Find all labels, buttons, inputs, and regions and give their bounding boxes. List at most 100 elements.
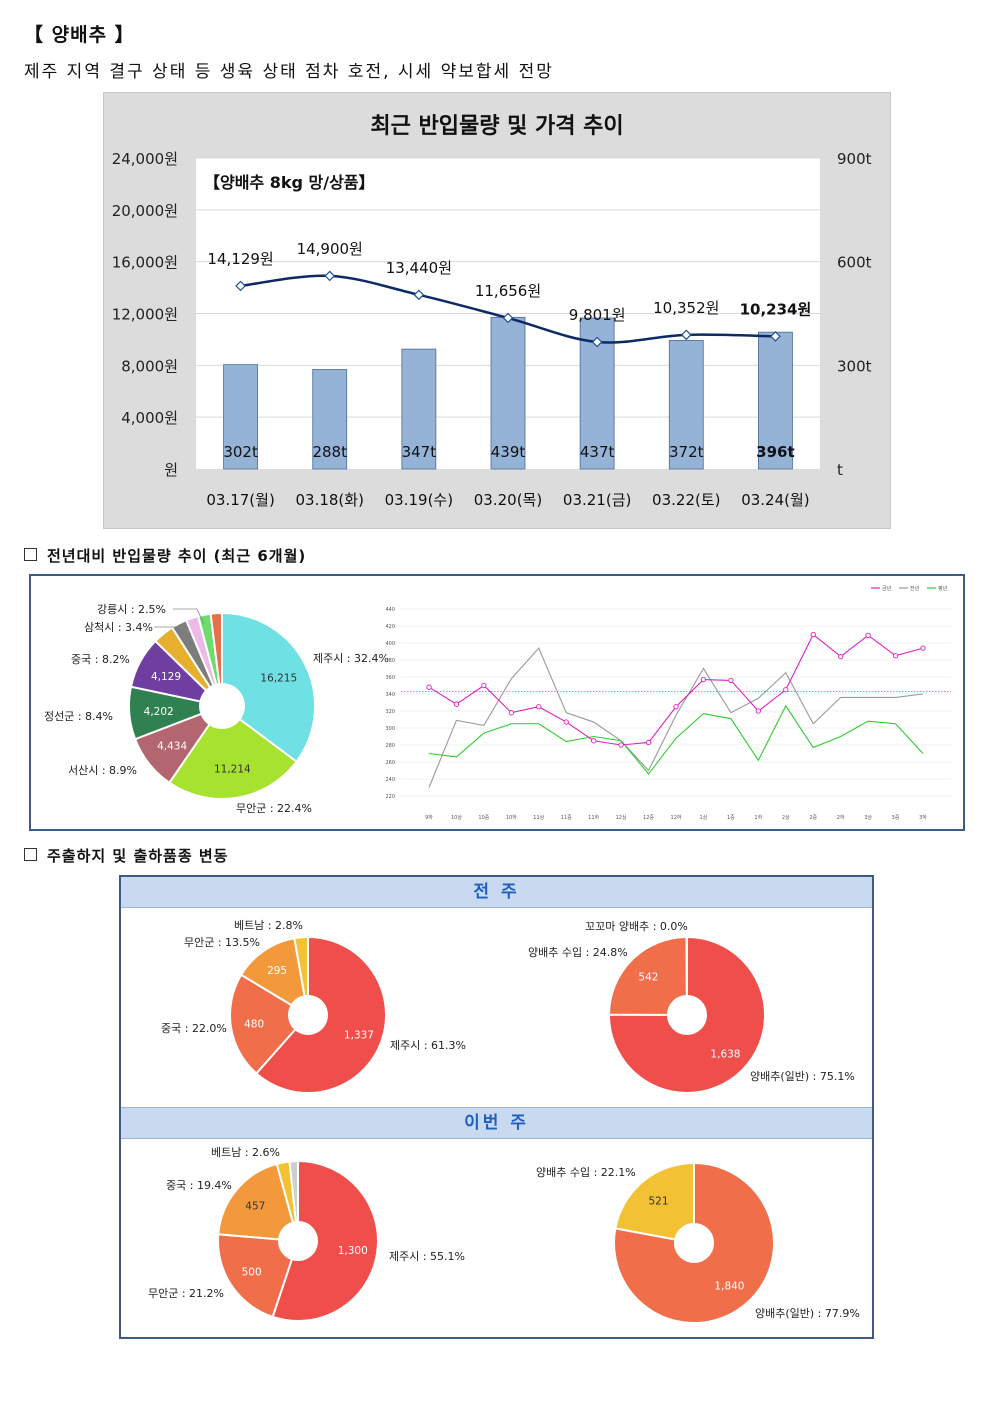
- checkbox-square-icon: [24, 848, 37, 861]
- y-tick-label: 320: [385, 709, 395, 715]
- pie-category-label: 베트남 : 2.6%: [211, 1146, 280, 1159]
- price-marker: [770, 331, 781, 342]
- yoy-panel: 16,215 11,214 4,434 4,202 4,129 제주시 : 32.4% 무안…: [29, 574, 965, 831]
- section-shipping-heading: 주출하지 및 출하품종 변동: [24, 845, 228, 866]
- pie-slice: [167, 717, 298, 800]
- x-tick-label: 3상: [864, 814, 872, 821]
- pie-category-label: 삼척시 : 3.4%: [84, 621, 153, 634]
- page-subtitle: 제주 지역 결구 상태 등 생육 상태 점차 호전, 시세 약보합세 전망: [24, 62, 554, 82]
- volume-bar: [223, 364, 258, 470]
- price-label: 10,352원: [653, 299, 719, 317]
- pie-slice: [217, 1233, 294, 1319]
- right-axis-tick: 600t: [837, 254, 872, 272]
- x-tick-label: 10상: [451, 814, 462, 821]
- pie-slice: [254, 935, 387, 1094]
- series-marker: [865, 632, 871, 638]
- price-label: 14,900원: [297, 240, 363, 258]
- volume-label: 347t: [402, 443, 437, 461]
- section-yoy-title: 전년대비 반입물량 추이 (최근 6개월): [47, 547, 307, 565]
- volume-label: 288t: [312, 443, 347, 461]
- volume-bar: [312, 369, 348, 470]
- section-yoy-heading: 전년대비 반입물량 추이 (최근 6개월): [24, 545, 306, 566]
- volume-label: 439t: [491, 443, 526, 461]
- x-tick-label: 3중: [892, 815, 900, 821]
- series-marker: [536, 704, 542, 710]
- pie-value-label: 16,215: [260, 673, 297, 685]
- y-tick-label: 240: [385, 777, 395, 783]
- series-line-금년: [428, 633, 924, 746]
- price-label: 9,801원: [569, 306, 626, 324]
- series-marker: [783, 687, 789, 693]
- x-tick-label: 10하: [506, 814, 517, 821]
- volume-label: 302t: [223, 443, 258, 461]
- pie-slice: [209, 611, 223, 686]
- main-inner-label: 【양배추 8kg 망/상품】: [204, 173, 375, 192]
- y-tick-label: 260: [385, 760, 395, 766]
- pie-value-label: 542: [638, 971, 658, 983]
- x-tick-label: 03.20(목): [474, 491, 542, 509]
- y-tick-label: 440: [385, 607, 395, 613]
- leader-line: [173, 608, 205, 625]
- main-chart-title: 최근 반입물량 및 가격 추이: [370, 114, 623, 139]
- pie-category-label: 서산시 : 8.9%: [68, 764, 137, 777]
- pie-slice: [614, 1161, 695, 1241]
- main-chart-svg: 최근 반입물량 및 가격 추이 원 4,000원 8,000원 12,000원 16,0…: [112, 114, 872, 509]
- series-marker: [481, 682, 487, 689]
- price-marker: [324, 270, 336, 282]
- series-marker: [810, 631, 816, 638]
- price-marker: [502, 312, 514, 324]
- series-marker: [563, 719, 569, 725]
- pie-category-label: 양배추 수입 : 22.1%: [536, 1166, 636, 1179]
- volume-bar: [401, 348, 437, 470]
- left-axis-tick: 24,000원: [112, 150, 178, 168]
- volume-label: 372t: [669, 443, 704, 461]
- pie-category-label: 꼬꼬마 양배추 : 0.0%: [585, 920, 688, 933]
- shipping-panel: 전 주 이번 주 1,337 480 295 제주시 : 61.3% 중국 : 22.0…: [119, 875, 874, 1339]
- series-marker: [453, 701, 460, 707]
- price-marker: [680, 329, 692, 341]
- pie-value-label: 1,300: [338, 1245, 368, 1257]
- curr-origin-donut: 1,300 500 457 제주시 : 55.1% 무안군 : 21.2% 중국 : 19…: [148, 1146, 465, 1322]
- series-marker: [673, 704, 679, 710]
- leader-line: [154, 626, 192, 635]
- pie-category-label: 제주시 : 55.1%: [389, 1250, 465, 1263]
- pie-category-label: 제주시 : 32.4%: [313, 652, 389, 665]
- volume-bar: [490, 316, 526, 470]
- x-tick-label: 03.19(수): [385, 491, 453, 509]
- origin-donut: 16,215 11,214 4,434 4,202 4,129 제주시 : 32.4% 무안…: [44, 603, 389, 815]
- volume-label: 437t: [580, 443, 615, 461]
- price-marker: [413, 289, 425, 301]
- left-axis-tick: 8,000원: [121, 357, 178, 375]
- pie-slice: [221, 611, 316, 764]
- pie-slice: [229, 973, 297, 1075]
- left-axis-tick: 원: [164, 461, 178, 479]
- price-marker: [591, 336, 603, 348]
- y-tick-label: 380: [385, 658, 395, 664]
- prev-week-band: 전 주: [121, 877, 872, 908]
- main-chart: 최근 반입물량 및 가격 추이 원 4,000원 8,000원 12,000원 16,0…: [103, 92, 891, 529]
- pie-category-label: 양배추(일반) : 77.9%: [755, 1306, 860, 1320]
- pie-value-label: 295: [267, 965, 287, 977]
- x-tick-label: 2하: [837, 814, 845, 821]
- section-shipping-title: 주출하지 및 출하품종 변동: [47, 847, 229, 865]
- yoy-panel-svg: 16,215 11,214 4,434 4,202 4,129 제주시 : 32.4% 무안…: [44, 585, 951, 821]
- pie-value-label: 521: [649, 1195, 669, 1207]
- pie-value-label: 11,214: [214, 764, 251, 776]
- x-tick-label: 1하: [754, 814, 762, 821]
- right-axis-tick: t: [837, 461, 843, 479]
- series-marker: [700, 676, 707, 683]
- pie-slice: [239, 937, 306, 1007]
- pie-value-label: 1,840: [714, 1281, 744, 1293]
- x-tick-label: 03.18(화): [295, 491, 363, 509]
- series-marker: [892, 653, 899, 659]
- x-tick-label: 11중: [561, 815, 572, 821]
- x-tick-label: 03.17(월): [206, 491, 274, 509]
- x-tick-label: 03.21(금): [563, 491, 631, 509]
- x-tick-label: 3하: [919, 814, 927, 821]
- pie-value-label: 480: [244, 1018, 264, 1030]
- pie-category-label: 무안군 : 13.5%: [184, 936, 260, 949]
- pie-category-label: 강릉시 : 2.5%: [97, 603, 166, 616]
- pie-category-label: 무안군 : 22.4%: [236, 802, 312, 815]
- x-tick-label: 11하: [588, 814, 599, 821]
- series-marker: [591, 738, 597, 744]
